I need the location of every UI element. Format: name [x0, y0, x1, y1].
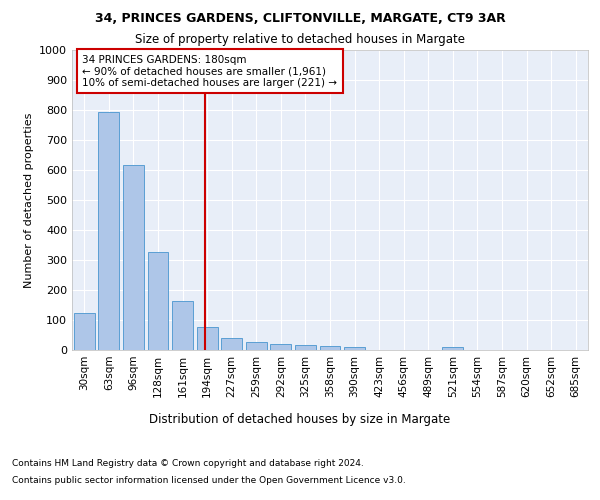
Bar — [74, 312, 95, 350]
Bar — [295, 345, 316, 350]
Text: Size of property relative to detached houses in Margate: Size of property relative to detached ho… — [135, 32, 465, 46]
Bar — [123, 165, 144, 350]
Text: 34, PRINCES GARDENS, CLIFTONVILLE, MARGATE, CT9 3AR: 34, PRINCES GARDENS, CLIFTONVILLE, MARGA… — [95, 12, 505, 26]
Y-axis label: Number of detached properties: Number of detached properties — [23, 112, 34, 288]
Bar — [344, 348, 365, 350]
Bar — [246, 342, 267, 350]
Bar — [320, 346, 340, 350]
Bar — [172, 301, 193, 350]
Bar — [197, 326, 218, 350]
Bar — [98, 112, 119, 350]
Text: 34 PRINCES GARDENS: 180sqm
← 90% of detached houses are smaller (1,961)
10% of s: 34 PRINCES GARDENS: 180sqm ← 90% of deta… — [82, 54, 337, 88]
Text: Distribution of detached houses by size in Margate: Distribution of detached houses by size … — [149, 412, 451, 426]
Bar — [221, 338, 242, 350]
Bar — [148, 252, 169, 350]
Bar — [271, 344, 292, 350]
Text: Contains HM Land Registry data © Crown copyright and database right 2024.: Contains HM Land Registry data © Crown c… — [12, 458, 364, 468]
Text: Contains public sector information licensed under the Open Government Licence v3: Contains public sector information licen… — [12, 476, 406, 485]
Bar — [442, 347, 463, 350]
